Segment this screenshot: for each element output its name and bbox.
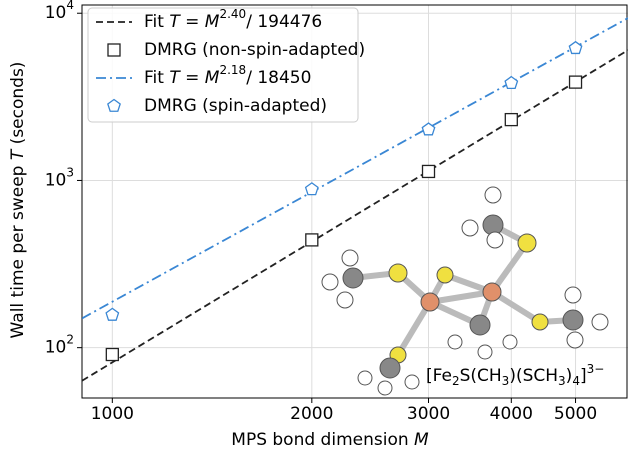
y-tick-exponent: 3: [66, 165, 74, 179]
data-point: [105, 307, 120, 321]
legend-label-part: T: [169, 68, 181, 88]
legend-label-part: Fit: [144, 12, 169, 32]
x-tick-label: 2000: [290, 404, 333, 424]
legend-label-part: DMRG (non-spin-adapted): [144, 40, 365, 60]
data-point: [568, 40, 583, 55]
legend-label-part: 2.40: [219, 7, 246, 21]
legend-label: Fit T = M2.40/ 194476: [144, 7, 322, 33]
data-point: [568, 75, 583, 89]
y-tick-exponent: 4: [66, 0, 74, 12]
legend-label-part: =: [180, 68, 205, 88]
fit-line: [82, 17, 628, 320]
x-tick-label: 5000: [554, 404, 597, 424]
y-tick-label: 104: [45, 0, 74, 23]
y-tick-base: 10: [45, 170, 67, 190]
legend-label: DMRG (spin-adapted): [144, 96, 327, 116]
data-point: [421, 164, 436, 179]
fit-line: [82, 49, 628, 382]
x-axis-label: MPS bond dimension M: [231, 430, 429, 450]
data-point: [304, 182, 319, 196]
y-tick-base: 10: [45, 338, 67, 358]
y-tick-exponent: 2: [66, 332, 74, 346]
legend-label-part: 2.18: [219, 63, 246, 77]
molecule-illustration: [321, 186, 609, 396]
legend-label: Fit T = M2.18/ 18450: [144, 63, 311, 89]
y-tick-label: 102: [45, 332, 74, 358]
legend-label: DMRG (non-spin-adapted): [144, 40, 365, 60]
data-point: [305, 233, 319, 247]
legend-label-part: / 194476: [246, 12, 322, 32]
plot-frame: [81, 4, 628, 399]
legend-box: [87, 7, 359, 123]
data-point: [504, 75, 519, 90]
x-tick-label: 3000: [407, 404, 450, 424]
legend-label-part: M: [205, 68, 220, 88]
legend-label-part: DMRG (spin-adapted): [144, 96, 327, 116]
legend-label-part: T: [169, 12, 181, 32]
y-axis-label: Wall time per sweep T (seconds): [8, 62, 28, 339]
x-tick-label: 1000: [91, 404, 134, 424]
legend-label-part: M: [205, 12, 220, 32]
legend-label-part: =: [180, 12, 205, 32]
x-tick-label: 4000: [490, 404, 533, 424]
legend-label-part: / 18450: [246, 68, 311, 88]
legend-label-part: Fit: [144, 68, 169, 88]
data-point: [105, 347, 119, 362]
legend-swatch: [107, 43, 121, 57]
data-point: [504, 112, 518, 127]
y-tick-label: 103: [45, 165, 74, 191]
y-tick-base: 10: [45, 3, 67, 23]
molecule-label: [Fe2S(CH3)(SCH3)4]3−: [426, 362, 604, 388]
legend-swatch: [107, 98, 121, 112]
data-point: [421, 122, 436, 136]
